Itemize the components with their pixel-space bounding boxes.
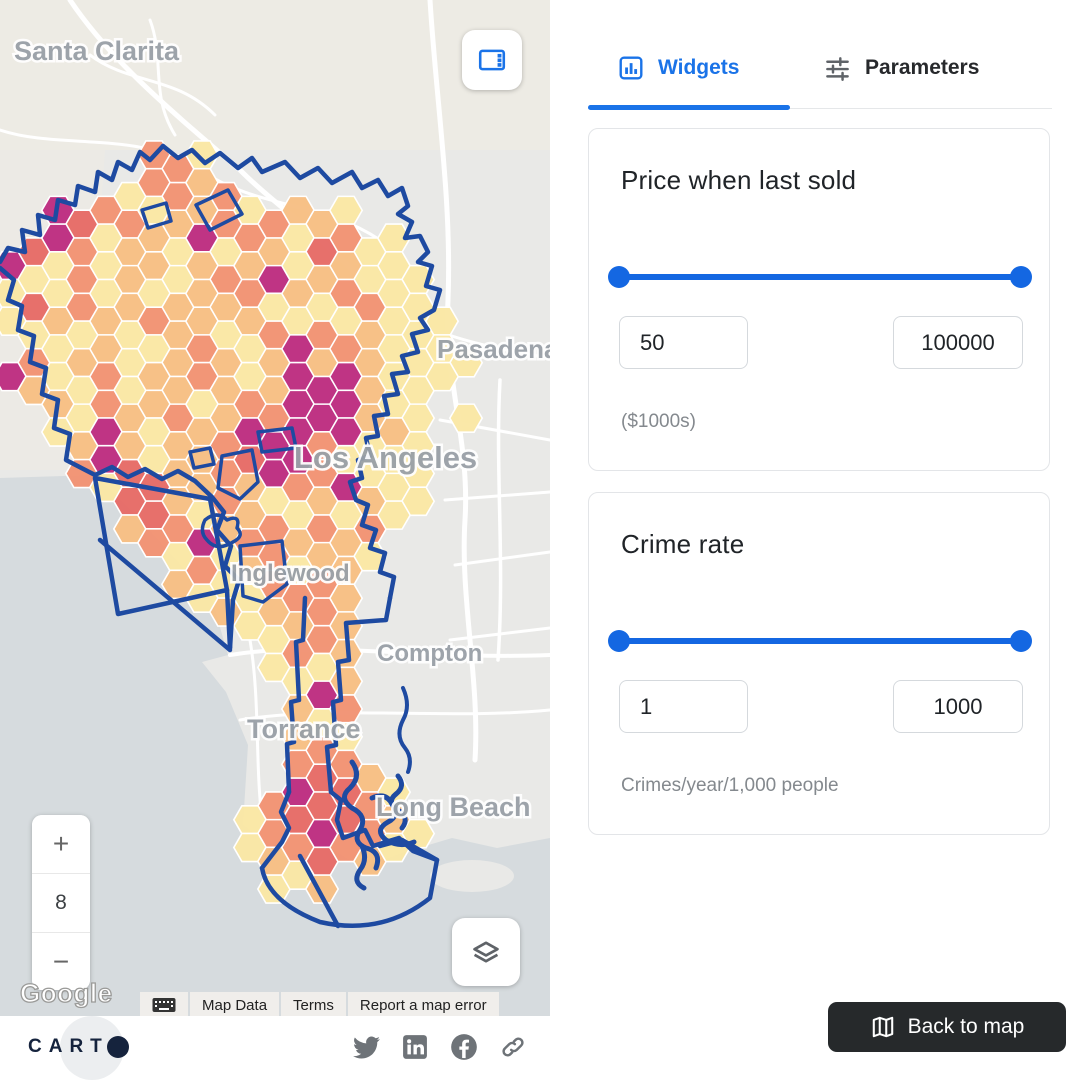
place-label: Compton [377, 640, 482, 667]
map-labels-layer: Santa Clarita Pasadena Los Angeles Inglewoo… [12, 34, 551, 825]
view-sidebar-icon [478, 49, 506, 71]
facebook-icon [451, 1034, 477, 1060]
tab-widgets[interactable]: Widgets [588, 40, 788, 96]
widget-card-crime: Crime rate Crimes/year/1,000 people [588, 492, 1050, 835]
zoom-in-button[interactable]: + [32, 815, 90, 873]
map-data-link[interactable]: Map Data [190, 992, 280, 1016]
toggle-sidebar-button[interactable] [462, 30, 522, 90]
harbor-island [430, 860, 514, 892]
twitter-link[interactable] [352, 1033, 380, 1061]
widget-title: Price when last sold [621, 165, 857, 195]
linkedin-icon [403, 1035, 427, 1059]
price-range-slider[interactable] [608, 266, 1032, 288]
carto-logo: CART [28, 1036, 129, 1058]
terms-link[interactable]: Terms [281, 992, 346, 1016]
active-tab-indicator [588, 105, 790, 110]
hex-layer [0, 140, 484, 904]
hex-cell [328, 583, 364, 614]
back-to-map-button[interactable]: Back to map [828, 1002, 1066, 1052]
widget-caption: Crimes/year/1,000 people [621, 775, 839, 796]
share-link[interactable] [499, 1033, 527, 1061]
tabs-divider [588, 108, 1052, 109]
twitter-icon [352, 1036, 380, 1059]
facebook-link[interactable] [450, 1033, 478, 1061]
crime-min-input[interactable] [619, 680, 748, 733]
place-label: Pasadena [437, 334, 550, 364]
place-label: Long Beach [376, 792, 531, 822]
panel-tabs: Widgets Parameters [588, 40, 985, 96]
price-min-input[interactable] [619, 316, 748, 369]
hex-cell [328, 195, 364, 226]
map-icon [872, 1016, 893, 1038]
place-label: Los Angeles [294, 440, 477, 475]
hex-cell [448, 403, 484, 433]
keyboard-icon [152, 998, 176, 1012]
tab-parameters-label: Parameters [865, 56, 980, 79]
city-boundary-layer [0, 143, 443, 929]
carto-logo-text: CART [28, 1036, 109, 1057]
bar-chart-icon [619, 56, 643, 80]
terrain-patch [0, 0, 550, 150]
google-logo: Google [19, 977, 113, 1008]
slider-handle-min[interactable] [608, 266, 630, 288]
side-panel: Widgets Parameters Price when last sold [550, 0, 1080, 1080]
place-label: Inglewood [231, 560, 350, 587]
map-canvas: Santa Clarita Pasadena Los Angeles Inglewoo… [0, 0, 550, 1016]
place-label: Torrance [247, 714, 361, 744]
map-attribution: Map Data Terms Report a map error [140, 992, 499, 1016]
linkedin-link[interactable] [401, 1033, 429, 1061]
zoom-control: + 8 − [32, 815, 90, 990]
report-map-error-link[interactable]: Report a map error [347, 992, 499, 1016]
carto-logo-dot [106, 1036, 129, 1058]
hex-cell [424, 361, 460, 392]
crime-range-slider[interactable] [608, 630, 1032, 652]
back-to-map-label: Back to map [907, 1015, 1025, 1038]
tune-icon [826, 56, 849, 81]
hex-cell [328, 666, 364, 697]
widget-caption: ($1000s) [621, 411, 696, 432]
layers-button[interactable] [452, 918, 520, 986]
layers-icon [473, 941, 499, 963]
tab-parameters[interactable]: Parameters [818, 40, 985, 96]
keyboard-shortcuts-button[interactable] [140, 992, 188, 1016]
slider-handle-min[interactable] [608, 630, 630, 652]
widget-title: Crime rate [621, 529, 745, 559]
zoom-out-button[interactable]: − [32, 932, 90, 990]
social-links [352, 1033, 527, 1061]
slider-handle-max[interactable] [1010, 630, 1032, 652]
link-icon [502, 1037, 524, 1057]
crime-max-input[interactable] [893, 680, 1023, 733]
map-pane[interactable]: Santa Clarita Pasadena Los Angeles Inglewoo… [0, 0, 550, 1016]
tab-widgets-label: Widgets [658, 56, 740, 79]
widget-card-price: Price when last sold ($1000s) [588, 128, 1050, 471]
hex-cell [376, 500, 412, 530]
price-max-input[interactable] [893, 316, 1023, 369]
zoom-level: 8 [32, 873, 90, 932]
place-label: Santa Clarita [14, 36, 180, 66]
slider-handle-max[interactable] [1010, 266, 1032, 288]
